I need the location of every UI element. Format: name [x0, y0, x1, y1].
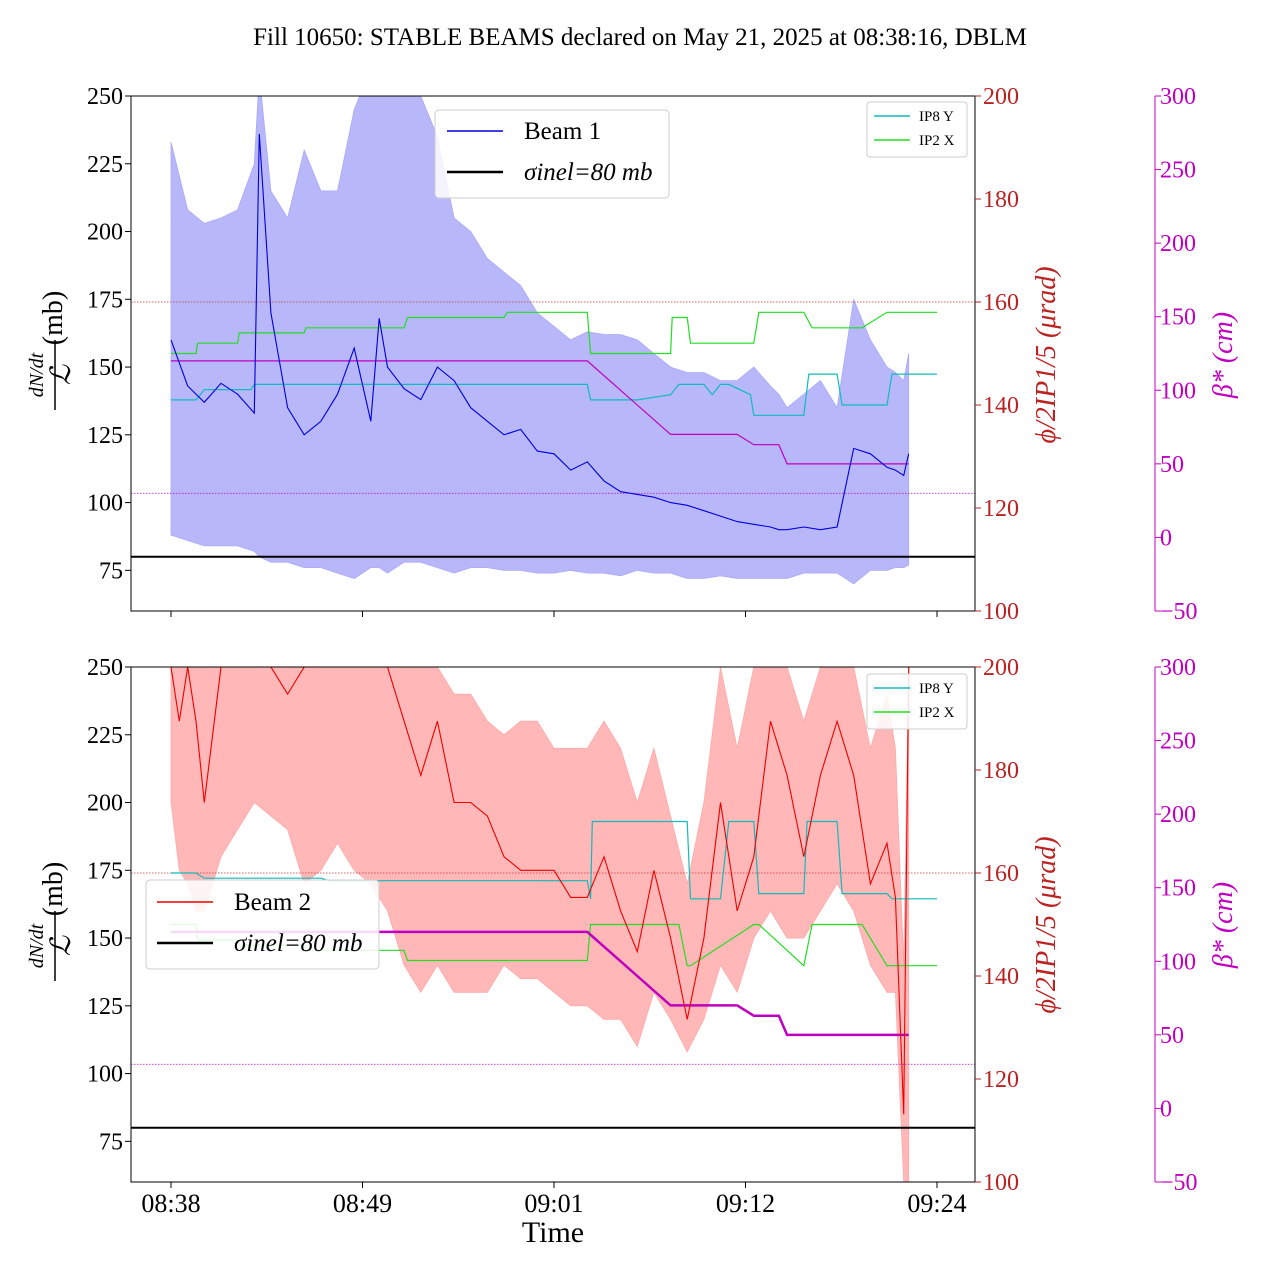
beta-tick-label: 50	[1160, 452, 1184, 478]
beam-band	[170, 667, 910, 1182]
panel-bottom: 75 100 125 150 175 200 225 250 100 120 140 160 180 2…	[26, 655, 1239, 1249]
beam-line	[170, 133, 910, 531]
angle-tick-label: 180	[983, 187, 1019, 213]
y-axis-left-top: 75 100 125 150 175 200 225 250	[87, 84, 131, 584]
ylabel-beta-bottom: β* (cm)	[1208, 882, 1239, 969]
y-axis-beta-top: −50 0 50 100 150 200 250 300	[1154, 84, 1198, 625]
svg-text:ℒ: ℒ	[46, 364, 77, 385]
y-tick-label: 250	[87, 655, 123, 681]
beam-band	[170, 96, 910, 585]
x-axis-label: Time	[522, 1216, 584, 1249]
legend-small-top: IP8 Y IP2 X	[866, 101, 968, 158]
legend-sigma-label-bottom: σinel=80 mb	[234, 930, 363, 957]
svg-text:dN/dt: dN/dt	[26, 352, 48, 397]
x-tick-label: 09:12	[716, 1189, 775, 1218]
beta-tick-label: 50	[1160, 1023, 1184, 1049]
beta-tick-label: 250	[1160, 158, 1196, 184]
figure-title: Fill 10650: STABLE BEAMS declared on May…	[253, 24, 1027, 51]
y-tick-label: 100	[87, 1062, 123, 1088]
ylabel-left-top: dN/dt ℒ (mb)	[26, 291, 77, 410]
y-tick-label: 100	[87, 491, 123, 517]
ylabel-left-bottom: dN/dt ℒ (mb)	[26, 862, 77, 981]
legend-beam1-label: Beam 1	[524, 118, 601, 145]
x-axis-bottom: 08:38 08:49 09:01 09:12 09:24	[141, 1182, 967, 1218]
y-tick-label: 200	[87, 220, 123, 246]
beta-tick-label: 150	[1160, 876, 1196, 902]
y-tick-label: 150	[87, 355, 123, 381]
angle-tick-label: 160	[983, 290, 1019, 316]
y-tick-label: 175	[87, 287, 123, 313]
y-tick-label: 225	[87, 152, 123, 178]
beta-tick-label: 100	[1160, 378, 1196, 404]
x-tick-label: 09:01	[524, 1189, 583, 1218]
beta-tick-label: 150	[1160, 305, 1196, 331]
legend-small-bottom: IP8 Y IP2 X	[866, 673, 968, 730]
svg-text:(mb): (mb)	[38, 291, 69, 345]
y-axis-beta-bottom: −50 0 50 100 150 200 250 300	[1154, 655, 1198, 1196]
angle-tick-label: 100	[983, 1170, 1019, 1196]
beta-tick-label: 300	[1160, 655, 1196, 681]
y-axis-left-bottom: 75 100 125 150 175 200 225 250	[87, 655, 131, 1155]
x-tick-label: 09:24	[907, 1189, 966, 1218]
beta-tick-label: 200	[1160, 231, 1196, 257]
y-tick-label: 225	[87, 723, 123, 749]
angle-tick-label: 140	[983, 393, 1019, 419]
legend-ip8y-label-bottom: IP8 Y	[919, 681, 954, 697]
beta-line	[171, 360, 909, 465]
beta-tick-label: 0	[1160, 1096, 1172, 1122]
beta-line	[171, 930, 909, 1037]
beta-tick-label: 100	[1160, 949, 1196, 975]
y-tick-label: 175	[87, 858, 123, 884]
legend-beam2-label: Beam 2	[234, 889, 311, 916]
legend-ip8y-label: IP8 Y	[919, 109, 954, 125]
beta-tick-label: 250	[1160, 729, 1196, 755]
plot-area-top	[131, 96, 975, 585]
beta-tick-label: −50	[1160, 1170, 1198, 1196]
axes-frame-top	[130, 95, 976, 612]
beta-tick-label: 200	[1160, 802, 1196, 828]
legend-main-top: Beam 1 σinel=80 mb	[434, 109, 670, 199]
angle-tick-label: 120	[983, 1067, 1019, 1093]
ylabel-angle-bottom: ϕ/2IP1/5 (μrad)	[1031, 836, 1062, 1013]
x-axis-top	[170, 611, 938, 617]
svg-text:ℒ: ℒ	[46, 935, 77, 956]
beta-tick-label: −50	[1160, 599, 1198, 625]
angle-tick-label: 120	[983, 496, 1019, 522]
y-tick-label: 75	[99, 558, 123, 584]
y-tick-label: 200	[87, 791, 123, 817]
ylabel-beta-top: β* (cm)	[1208, 312, 1239, 399]
angle-tick-label: 140	[983, 964, 1019, 990]
legend-main-bottom: Beam 2 σinel=80 mb	[145, 879, 380, 970]
y-axis-angle-top: 100 120 140 160 180 200	[975, 84, 1019, 625]
svg-text:dN/dt: dN/dt	[26, 923, 48, 968]
y-axis-angle-bottom: 100 120 140 160 180 200	[975, 655, 1019, 1196]
plot-area-bottom	[131, 667, 975, 1182]
ip8y-line	[171, 820, 937, 900]
panel-top: 75 100 125 150 175 200 225 250 100 120 140 160 180 2…	[26, 84, 1239, 625]
beta-tick-label: 0	[1160, 525, 1172, 551]
angle-tick-label: 200	[983, 84, 1019, 110]
y-tick-label: 150	[87, 926, 123, 952]
legend-ip2x-label-bottom: IP2 X	[919, 705, 955, 721]
svg-text:(mb): (mb)	[38, 862, 69, 916]
beam-line	[170, 667, 910, 1115]
angle-tick-label: 160	[983, 861, 1019, 887]
ylabel-angle-top: ϕ/2IP1/5 (μrad)	[1031, 266, 1062, 443]
x-tick-label: 08:49	[333, 1189, 392, 1218]
y-tick-label: 250	[87, 84, 123, 110]
ip2x-line	[171, 311, 937, 355]
legend-sigma-label: σinel=80 mb	[524, 159, 653, 186]
angle-tick-label: 100	[983, 599, 1019, 625]
angle-tick-label: 180	[983, 758, 1019, 784]
axes-frame-bottom	[130, 666, 976, 1183]
x-tick-label: 08:38	[141, 1189, 200, 1218]
legend-ip2x-label: IP2 X	[919, 133, 955, 149]
beta-tick-label: 300	[1160, 84, 1196, 110]
y-tick-label: 75	[99, 1129, 123, 1155]
angle-tick-label: 200	[983, 655, 1019, 681]
y-tick-label: 125	[87, 423, 123, 449]
y-tick-label: 125	[87, 994, 123, 1020]
